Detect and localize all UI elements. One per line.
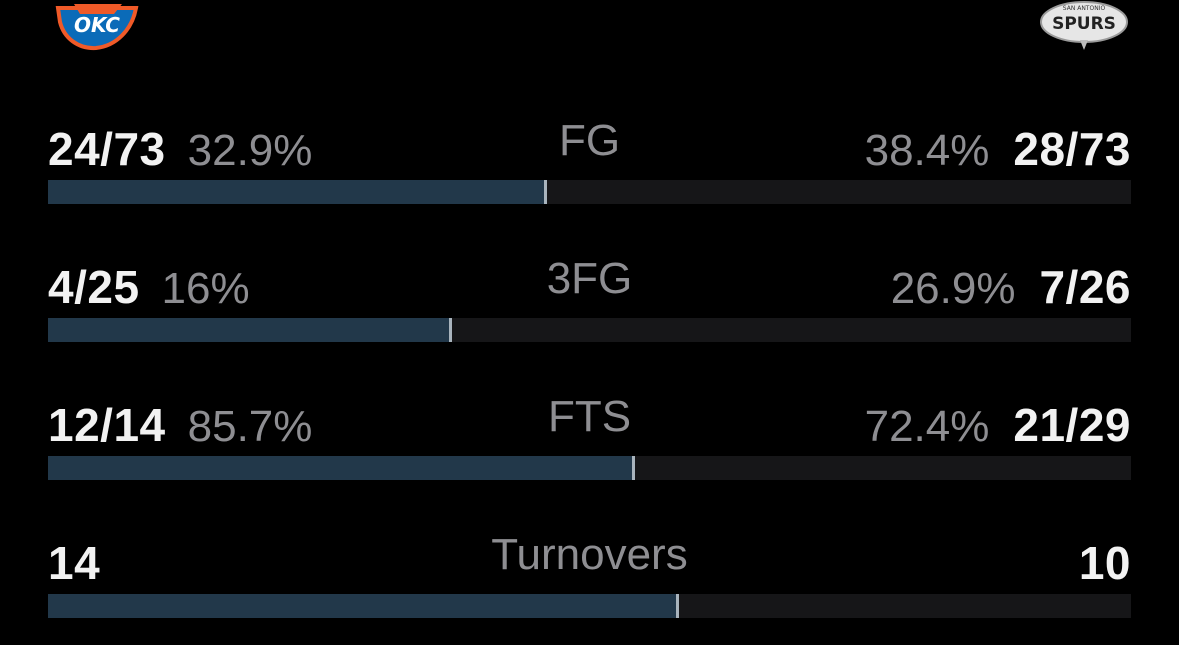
san-antonio-spurs-logo-icon: SAN ANTONIO SPURS <box>1040 1 1128 50</box>
left-team-value: 14 <box>48 537 101 589</box>
okc-thunder-logo-icon: OKC <box>55 4 139 51</box>
left-team-value: 4/25 <box>48 261 140 313</box>
right-team-value: 28/73 <box>1013 123 1131 175</box>
comparison-bar <box>48 594 1131 618</box>
right-team-percentage: 38.4% <box>864 126 990 175</box>
stat-label: Turnovers <box>491 530 688 579</box>
right-team-percentage: 72.4% <box>864 402 990 451</box>
right-team-value: 10 <box>1078 537 1131 589</box>
svg-text:SAN ANTONIO: SAN ANTONIO <box>1063 5 1106 12</box>
svg-text:OKC: OKC <box>74 13 120 37</box>
stat-label: 3FG <box>546 254 633 303</box>
svg-text:SPURS: SPURS <box>1052 14 1116 34</box>
comparison-bar <box>48 180 1131 204</box>
left-team-percentage: 16% <box>161 264 250 313</box>
right-team-value: 21/29 <box>1013 399 1131 451</box>
stat-row-fg: 24/73 32.9% FG 38.4% 28/73 <box>48 116 1131 216</box>
left-team-percentage: 32.9% <box>187 126 313 175</box>
left-team-value: 12/14 <box>48 399 166 451</box>
right-team-percentage: 26.9% <box>890 264 1016 313</box>
left-team-percentage: 85.7% <box>187 402 313 451</box>
right-team-value: 7/26 <box>1039 261 1131 313</box>
left-team-bar-fill <box>48 594 680 618</box>
stat-row-turnovers: 14 Turnovers 10 <box>48 530 1131 630</box>
stat-row-3fg: 4/25 16% 3FG 26.9% 7/26 <box>48 254 1131 354</box>
left-team-bar-fill <box>48 318 452 342</box>
comparison-bar <box>48 456 1131 480</box>
comparison-bar <box>48 318 1131 342</box>
left-team-value: 24/73 <box>48 123 166 175</box>
stat-row-fts: 12/14 85.7% FTS 72.4% 21/29 <box>48 392 1131 492</box>
stat-label: FG <box>558 116 621 165</box>
left-team-bar-fill <box>48 180 548 204</box>
stat-label: FTS <box>547 392 632 441</box>
left-team-bar-fill <box>48 456 635 480</box>
